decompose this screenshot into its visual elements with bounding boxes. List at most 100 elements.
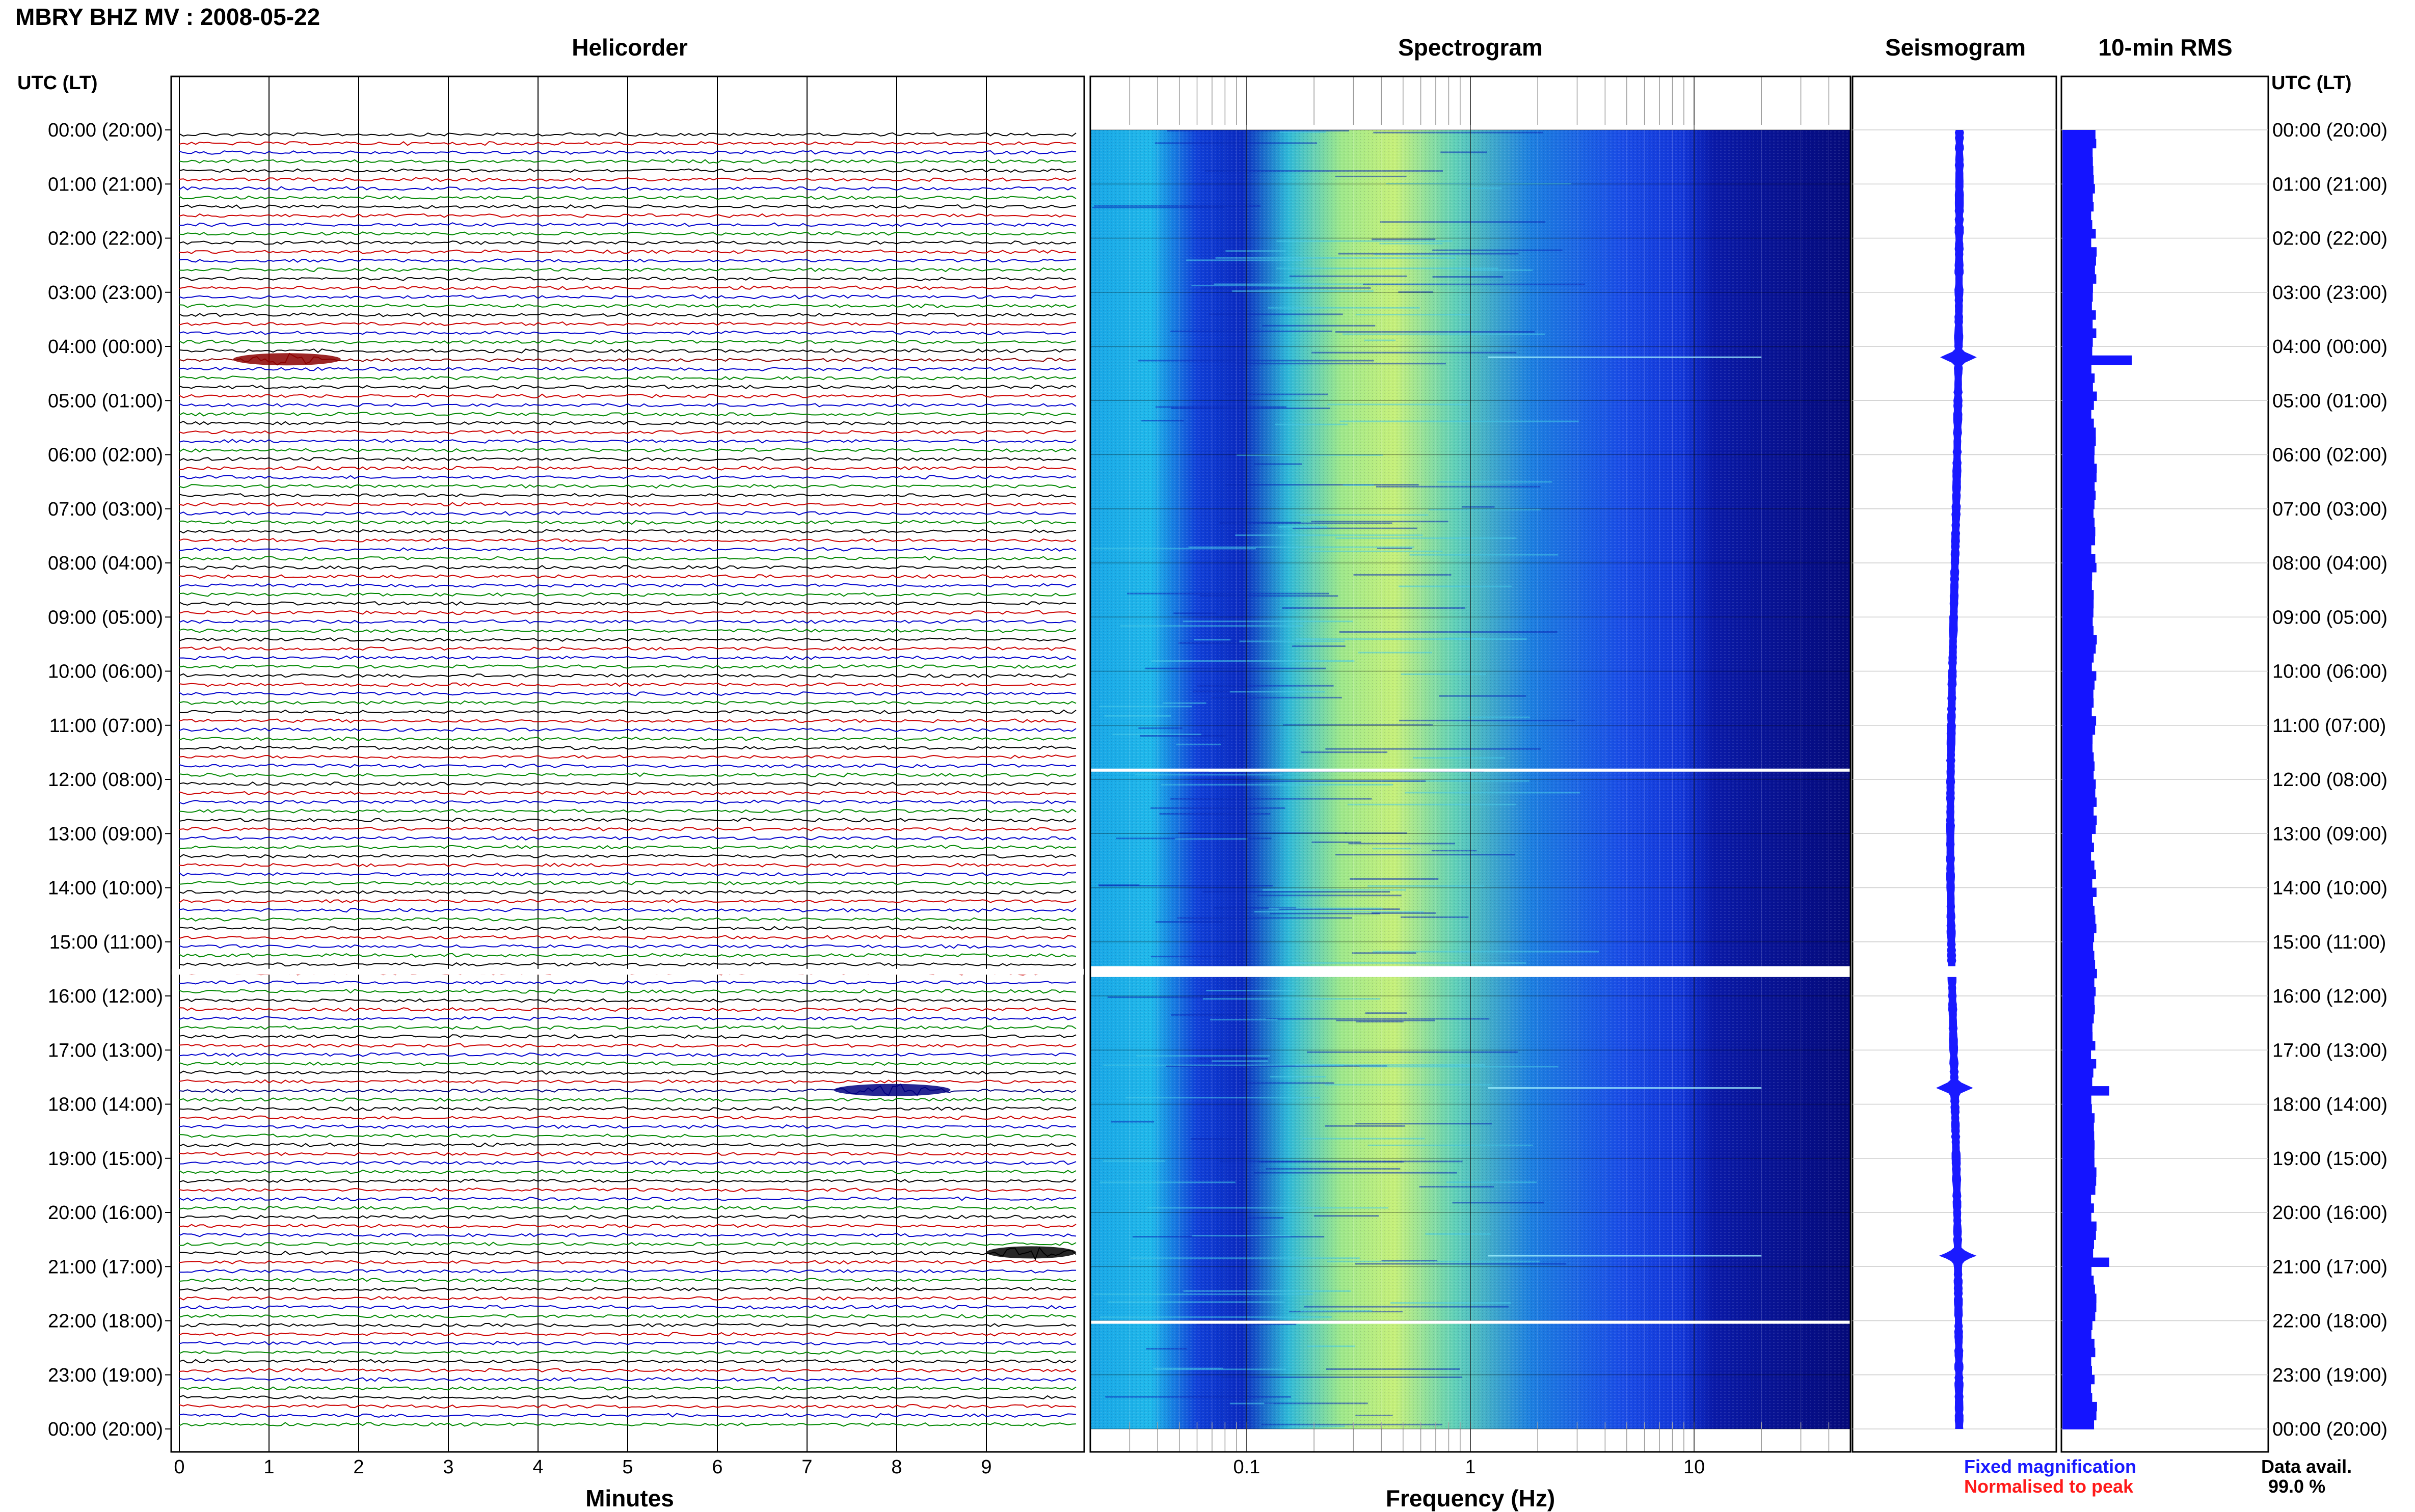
rms-bar bbox=[2062, 1005, 2095, 1015]
rms-bar bbox=[2062, 860, 2095, 870]
time-label-right: 17:00 (13:00) bbox=[2272, 1040, 2387, 1061]
time-label-right: 12:00 (08:00) bbox=[2272, 769, 2387, 791]
legend-fixed: Fixed magnification bbox=[1964, 1456, 2137, 1477]
helicorder-trace bbox=[179, 475, 1077, 480]
helicorder-trace bbox=[179, 601, 1077, 606]
helicorder-trace bbox=[179, 483, 1077, 489]
helicorder-trace bbox=[179, 700, 1077, 706]
rms-bar bbox=[2062, 851, 2091, 861]
rms-bar bbox=[2062, 274, 2097, 284]
rms-bar bbox=[2062, 1095, 2091, 1105]
helicorder-trace bbox=[179, 564, 1076, 570]
rms-bar bbox=[2062, 1230, 2096, 1240]
helicorder-trace bbox=[179, 1115, 1077, 1120]
helicorder-trace bbox=[179, 1332, 1077, 1337]
helicorder-trace bbox=[179, 529, 1077, 534]
helicorder-trace bbox=[179, 267, 1077, 273]
time-label-left: 03:00 (23:00) bbox=[48, 282, 163, 304]
rms-bar bbox=[2062, 1420, 2095, 1429]
helicorder-trace bbox=[179, 853, 1077, 859]
helicorder-trace bbox=[179, 168, 1077, 173]
rms-bar bbox=[2062, 770, 2094, 780]
data-avail-value: 99.0 % bbox=[2268, 1476, 2326, 1497]
time-label-left: 09:00 (05:00) bbox=[48, 607, 163, 628]
helicorder-trace bbox=[179, 1247, 1077, 1261]
helicorder-trace bbox=[179, 312, 1077, 317]
rms-bar bbox=[2062, 346, 2092, 356]
helicorder-trace bbox=[179, 826, 1077, 831]
rms-bar bbox=[2062, 265, 2095, 275]
rms-bar bbox=[2062, 680, 2095, 690]
helicorder-trace bbox=[179, 1070, 1077, 1075]
helicorder-trace bbox=[179, 556, 1077, 561]
rms-bar bbox=[2062, 211, 2091, 221]
helicorder-trace bbox=[179, 817, 1077, 823]
time-label-left: 08:00 (04:00) bbox=[48, 553, 163, 574]
time-label-right: 00:00 (20:00) bbox=[2272, 120, 2387, 141]
rms-bar bbox=[2062, 572, 2092, 582]
helicorder-trace bbox=[179, 917, 1077, 922]
minute-tick-label: 2 bbox=[353, 1456, 364, 1478]
helicorder-trace bbox=[179, 240, 1076, 245]
rms-bar bbox=[2062, 391, 2097, 401]
rms-bar bbox=[2062, 833, 2092, 843]
rms-title: 10-min RMS bbox=[2098, 34, 2233, 61]
helicorder-trace bbox=[179, 429, 1077, 435]
helicorder-trace bbox=[179, 1169, 1077, 1174]
helicorder-trace bbox=[179, 195, 1077, 200]
rms-bar bbox=[2062, 283, 2093, 293]
rms-bar bbox=[2062, 671, 2097, 681]
time-label-right: 09:00 (05:00) bbox=[2272, 607, 2387, 628]
helicorder-trace bbox=[179, 1286, 1077, 1292]
rms-bar bbox=[2062, 1303, 2097, 1312]
helicorder-trace bbox=[179, 213, 1077, 218]
rms-bar bbox=[2062, 716, 2097, 726]
helicorder-trace bbox=[179, 989, 1077, 994]
helicorder-trace bbox=[179, 808, 1077, 814]
rms-bar bbox=[2062, 1221, 2097, 1231]
helicorder-trace bbox=[179, 637, 1077, 642]
rms-bar bbox=[2062, 229, 2096, 239]
helicorder-trace bbox=[179, 1260, 1077, 1265]
rms-bar bbox=[2062, 1239, 2094, 1249]
spectrogram-gap bbox=[1090, 768, 1850, 772]
rms-bar bbox=[2062, 887, 2097, 898]
rms-bar bbox=[2062, 707, 2092, 717]
helicorder-trace bbox=[179, 222, 1077, 227]
rms-bar bbox=[2062, 1275, 2094, 1285]
rms-bar bbox=[2062, 1320, 2092, 1331]
helicorder-trace bbox=[179, 682, 1077, 687]
time-label-left: 05:00 (01:00) bbox=[48, 390, 163, 412]
rms-bar bbox=[2062, 445, 2095, 455]
helicorder-trace bbox=[179, 935, 1077, 940]
helicorder-trace bbox=[179, 258, 1077, 263]
time-label-left: 00:00 (20:00) bbox=[48, 120, 163, 141]
time-label-left: 10:00 (06:00) bbox=[48, 661, 163, 683]
rms-bar bbox=[2062, 355, 2132, 365]
rms-bar bbox=[2062, 1158, 2095, 1168]
time-label-right: 04:00 (00:00) bbox=[2272, 336, 2387, 358]
rms-bar bbox=[2062, 951, 2095, 960]
rms-bar bbox=[2062, 788, 2096, 798]
helicorder-trace bbox=[179, 1160, 1077, 1166]
rms-bar bbox=[2062, 806, 2094, 816]
rms-bar bbox=[2062, 590, 2094, 600]
rms-bar bbox=[2062, 139, 2097, 149]
helicorder-trace bbox=[179, 1223, 1077, 1229]
helicorder-trace bbox=[179, 791, 1077, 796]
rms-bar bbox=[2062, 1384, 2091, 1393]
helicorder-trace bbox=[179, 754, 1077, 759]
helicorder-panel: 0 1 2 3 4 5 6 7 8 9 bbox=[170, 75, 1085, 1478]
rms-bar bbox=[2062, 301, 2092, 311]
rms-bar bbox=[2062, 400, 2094, 410]
rms-bar bbox=[2062, 563, 2097, 573]
helicorder-trace bbox=[179, 944, 1077, 949]
helicorder-event bbox=[834, 1084, 951, 1096]
helicorder-trace bbox=[179, 1322, 1077, 1328]
time-label-right: 01:00 (21:00) bbox=[2272, 174, 2387, 195]
helicorder-trace bbox=[179, 1205, 1077, 1210]
helicorder-trace bbox=[179, 1386, 1077, 1391]
utc-label-right: UTC (LT) bbox=[2271, 72, 2352, 94]
helicorder-trace bbox=[179, 745, 1077, 750]
